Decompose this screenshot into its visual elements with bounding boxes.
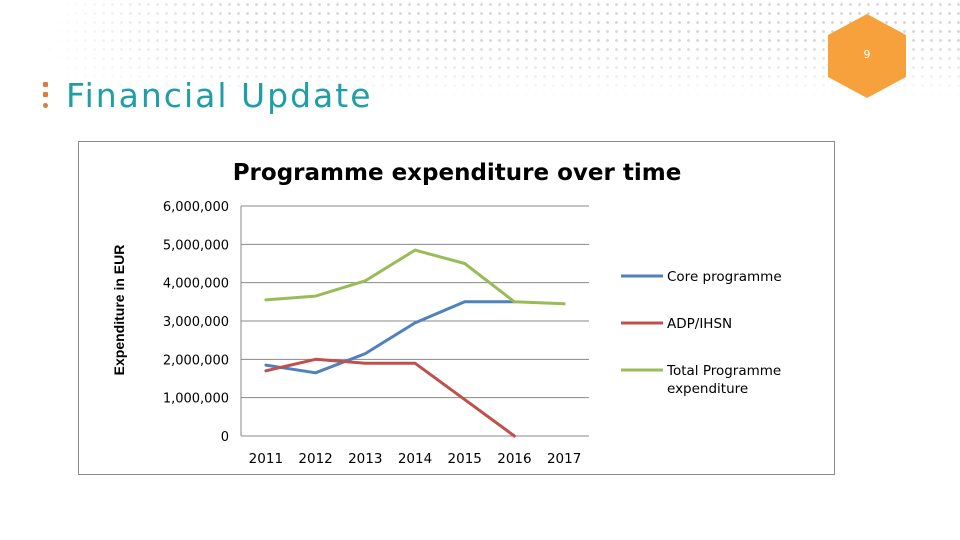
series-line-3: [264, 248, 566, 306]
series-lines: [264, 248, 566, 438]
legend-label: Total Programme expenditure: [666, 363, 781, 397]
axes: [240, 206, 589, 437]
x-tick-label: 2015: [448, 451, 482, 467]
y-tick-label: 6,000,000: [163, 200, 229, 215]
y-tick-label: 0: [221, 430, 229, 445]
x-tick-label: 2011: [249, 451, 283, 467]
y-tick-label: 3,000,000: [163, 315, 229, 330]
x-tick-label: 2012: [298, 451, 332, 467]
hexagon-shape: [828, 14, 906, 98]
slide-number: 9: [863, 48, 871, 61]
y-tick-label: 2,000,000: [163, 353, 229, 368]
chart-container: Programme expenditure over time Expendit…: [78, 141, 835, 475]
series-line-2: [264, 357, 516, 438]
x-tick-label: 2014: [398, 451, 432, 467]
y-tick-labels: 0 1,000,000 2,000,000 3,000,000 4,000,000 5,0…: [163, 200, 229, 445]
y-tick-label: 4,000,000: [163, 277, 229, 292]
slide-number-badge: 9: [828, 14, 906, 98]
page-title: Financial Update: [66, 76, 373, 115]
x-tick-label: 2016: [497, 451, 531, 467]
line-chart: Programme expenditure over time Expendit…: [111, 160, 782, 467]
x-tick-label: 2017: [547, 451, 581, 467]
y-tick-label: 1,000,000: [163, 392, 229, 407]
x-tick-labels: 2011 2012 2013 2014 2015 2016 2017: [249, 451, 582, 467]
chart-title: Programme expenditure over time: [233, 160, 682, 186]
legend-label: ADP/IHSN: [667, 316, 732, 332]
legend: Core programme ADP/IHSN Total Programme exp…: [621, 269, 782, 397]
dot-pattern-fade: [0, 40, 960, 100]
series-line-1: [264, 300, 516, 375]
gridlines: [241, 205, 589, 399]
y-tick-label: 5,000,000: [163, 238, 229, 253]
x-tick-label: 2013: [348, 451, 382, 467]
title-bullet-icon: [43, 82, 48, 114]
y-axis-label: Expenditure in EUR: [111, 245, 127, 376]
legend-label: Core programme: [667, 269, 782, 285]
